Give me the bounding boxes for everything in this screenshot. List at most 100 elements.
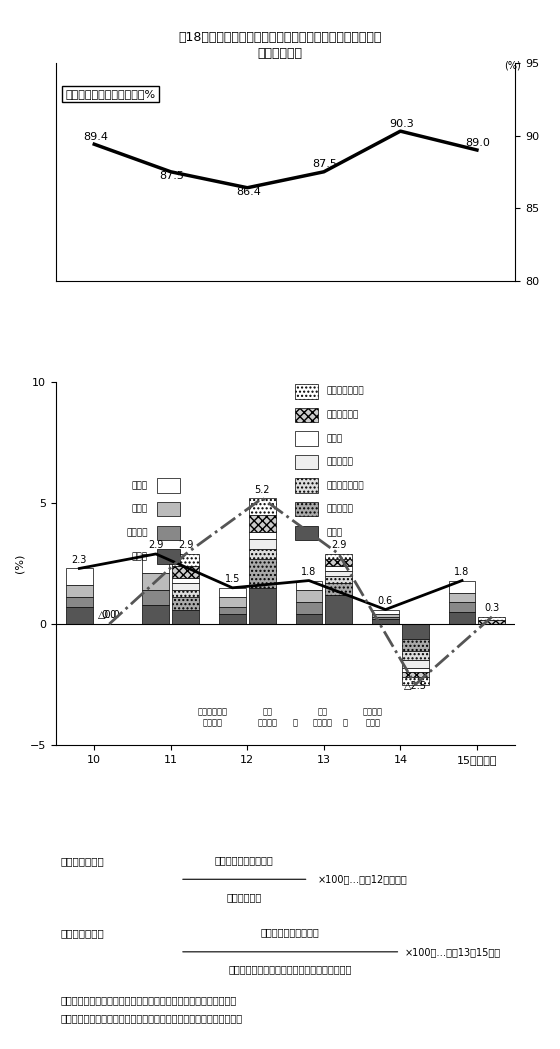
Text: （注）　１　棒グラフの数値は、各年度の対前年度増減率である。: （注） １ 棒グラフの数値は、各年度の対前年度増減率である。: [60, 996, 237, 1005]
Text: 89.0: 89.0: [465, 137, 491, 148]
Bar: [142, 591, 169, 604]
Text: (%): (%): [504, 60, 521, 70]
Bar: [478, 620, 505, 624]
FancyBboxPatch shape: [295, 384, 318, 399]
Text: 公債費: 公債費: [132, 505, 148, 514]
Text: 経常経費充当一般財源: 経常経費充当一般財源: [215, 855, 274, 864]
Bar: [219, 587, 246, 598]
Text: ＋: ＋: [343, 718, 348, 727]
Text: 89.4: 89.4: [83, 132, 108, 142]
Bar: [325, 571, 352, 576]
Bar: [402, 672, 429, 678]
Text: 経常一般財源＋減税補てん債＋臨時財政対策債: 経常一般財源＋減税補てん債＋臨時財政対策債: [228, 964, 352, 975]
Bar: [249, 498, 276, 515]
Bar: [172, 583, 199, 591]
Text: ＋: ＋: [292, 718, 297, 727]
Bar: [402, 650, 429, 661]
Text: ×100　…平成12年度まで: ×100 …平成12年度まで: [318, 874, 408, 884]
Text: 減税
補てん債: 減税 補てん債: [312, 707, 332, 727]
Text: 第18図　経常収支比率を構成する分子及び分母の増減状況: 第18図 経常収支比率を構成する分子及び分母の増減状況: [178, 31, 382, 44]
FancyBboxPatch shape: [295, 455, 318, 469]
Text: △0.0: △0.0: [98, 611, 120, 620]
Bar: [172, 591, 199, 598]
FancyBboxPatch shape: [157, 501, 180, 516]
Bar: [402, 667, 429, 672]
Text: 0.6: 0.6: [378, 596, 393, 606]
Bar: [325, 566, 352, 571]
Bar: [66, 607, 93, 624]
Bar: [296, 602, 323, 615]
Bar: [249, 559, 276, 587]
Bar: [449, 593, 475, 602]
Bar: [449, 612, 475, 624]
Text: 地方交付税: 地方交付税: [327, 505, 354, 514]
Bar: [402, 661, 429, 667]
Bar: [402, 624, 429, 639]
Text: 1.8: 1.8: [301, 566, 316, 577]
Text: 経常経費充当一般財源: 経常経費充当一般財源: [261, 927, 320, 938]
FancyBboxPatch shape: [295, 478, 318, 493]
FancyBboxPatch shape: [157, 478, 180, 493]
Bar: [449, 602, 475, 612]
Bar: [325, 595, 352, 624]
Text: 0.0: 0.0: [101, 611, 117, 620]
Bar: [249, 539, 276, 549]
FancyBboxPatch shape: [157, 526, 180, 540]
Bar: [172, 554, 199, 566]
Text: 経常一般財源: 経常一般財源: [227, 892, 262, 902]
Text: 経常収支比率＝: 経常収支比率＝: [60, 856, 104, 865]
Text: 経常収支比率（右目盛）　%: 経常収支比率（右目盛） %: [65, 89, 155, 99]
Bar: [325, 576, 352, 583]
Text: 補助費等: 補助費等: [127, 529, 148, 537]
Bar: [372, 609, 399, 615]
FancyBboxPatch shape: [295, 408, 318, 422]
Bar: [372, 619, 399, 624]
Text: 2.9: 2.9: [178, 540, 193, 551]
Bar: [172, 566, 199, 578]
Bar: [66, 585, 93, 598]
Bar: [249, 587, 276, 624]
Bar: [372, 617, 399, 619]
Text: 経常
一般財源: 経常 一般財源: [257, 707, 277, 727]
Text: 0.3: 0.3: [484, 603, 500, 614]
Bar: [325, 559, 352, 566]
Bar: [66, 598, 93, 607]
Bar: [142, 554, 169, 574]
Bar: [449, 580, 475, 593]
Text: その他: その他: [327, 434, 343, 443]
Text: 1.5: 1.5: [225, 574, 240, 584]
FancyBboxPatch shape: [157, 549, 180, 563]
Bar: [249, 549, 276, 559]
Bar: [219, 598, 246, 607]
Text: その１　合計: その１ 合計: [258, 47, 302, 60]
Text: 86.4: 86.4: [236, 187, 261, 197]
Text: 経常経費充当
一般財源: 経常経費充当 一般財源: [197, 707, 227, 727]
Bar: [142, 574, 169, 591]
Bar: [249, 515, 276, 532]
Bar: [219, 607, 246, 615]
Text: 経常収支比率＝: 経常収支比率＝: [60, 928, 104, 938]
Text: 2.9: 2.9: [331, 540, 347, 551]
Text: 87.5: 87.5: [312, 159, 337, 170]
Text: 地方税: 地方税: [327, 529, 343, 537]
Text: 87.5: 87.5: [159, 171, 184, 181]
Bar: [402, 678, 429, 685]
Text: 地方譲与税: 地方譲与税: [327, 457, 354, 467]
Text: 減税補てん債: 減税補てん債: [327, 410, 359, 420]
FancyBboxPatch shape: [295, 526, 318, 540]
Bar: [478, 617, 505, 620]
Text: ×100　…平成13～15年度: ×100 …平成13～15年度: [405, 947, 501, 957]
Text: 2.3: 2.3: [72, 555, 87, 564]
Text: ２　経常収支比率の計算式はその２、その３において同じ。: ２ 経常収支比率の計算式はその２、その３において同じ。: [60, 1013, 242, 1024]
Text: 人件費: 人件費: [132, 552, 148, 561]
Bar: [296, 615, 323, 624]
Text: 90.3: 90.3: [389, 119, 414, 129]
Text: 臨時財政対策債: 臨時財政対策債: [327, 387, 365, 395]
FancyBboxPatch shape: [295, 431, 318, 446]
Bar: [325, 583, 352, 595]
Bar: [219, 615, 246, 624]
Bar: [142, 604, 169, 624]
Bar: [296, 580, 323, 591]
Text: 2.9: 2.9: [148, 540, 164, 551]
Bar: [172, 598, 199, 609]
